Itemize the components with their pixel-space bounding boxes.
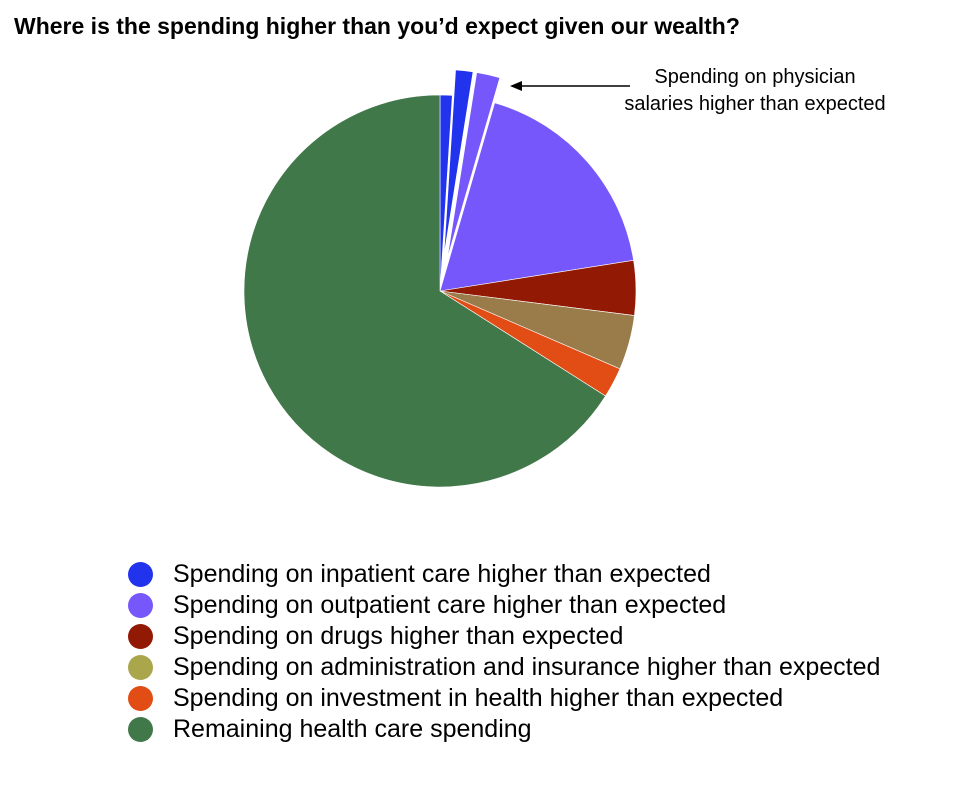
legend-item-drugs: Spending on drugs higher than expected [128, 621, 880, 652]
legend-swatch-drugs [128, 624, 153, 649]
pie-slices [243, 68, 637, 488]
legend-swatch-investment [128, 686, 153, 711]
legend-swatch-outpatient [128, 593, 153, 618]
annotation-text: Spending on physician salaries higher th… [590, 64, 920, 118]
legend-swatch-inpatient [128, 562, 153, 587]
pie-slice-8 [243, 94, 606, 488]
legend-swatch-administration [128, 655, 153, 680]
legend-label-outpatient: Spending on outpatient care higher than … [173, 591, 727, 619]
pie-slice-4 [439, 102, 634, 292]
legend-label-investment: Spending on investment in health higher … [173, 684, 784, 712]
legend-label-remaining: Remaining health care spending [173, 715, 532, 743]
legend-item-administration: Spending on administration and insurance… [128, 652, 880, 683]
annotation-line-2: salaries higher than expected [624, 93, 886, 115]
legend-item-investment: Spending on investment in health higher … [128, 683, 880, 714]
pie-slice-2 [442, 68, 475, 266]
annotation-line-1: Spending on physician [654, 66, 856, 88]
legend-label-inpatient: Spending on inpatient care higher than e… [173, 560, 711, 588]
legend-label-drugs: Spending on drugs higher than expected [173, 622, 624, 650]
legend-item-inpatient: Spending on inpatient care higher than e… [128, 559, 880, 590]
legend-item-outpatient: Spending on outpatient care higher than … [128, 590, 880, 621]
pie-slice-3 [444, 71, 502, 266]
legend-item-remaining: Remaining health care spending [128, 714, 880, 745]
legend: Spending on inpatient care higher than e… [128, 559, 880, 745]
chart-title: Where is the spending higher than you’d … [14, 13, 740, 39]
legend-swatch-remaining [128, 717, 153, 742]
legend-label-administration: Spending on administration and insurance… [173, 653, 881, 681]
